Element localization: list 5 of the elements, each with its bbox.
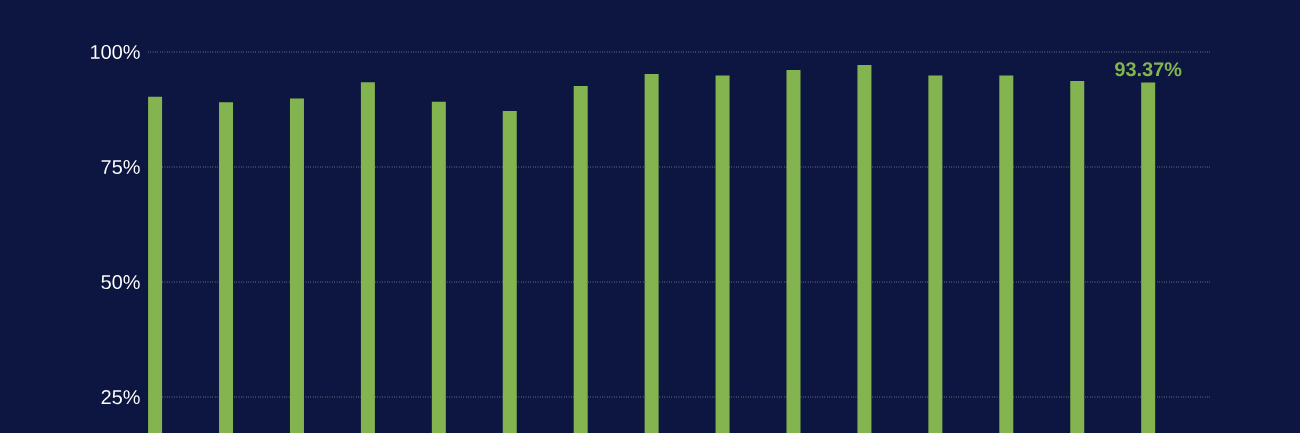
y-tick-label: 25% [101,390,140,405]
y-tick-label: 75% [101,160,140,175]
y-tick-label: 50% [101,275,140,290]
y-tick-label: 100% [91,44,140,60]
data-label: 93.37% [1115,62,1182,77]
